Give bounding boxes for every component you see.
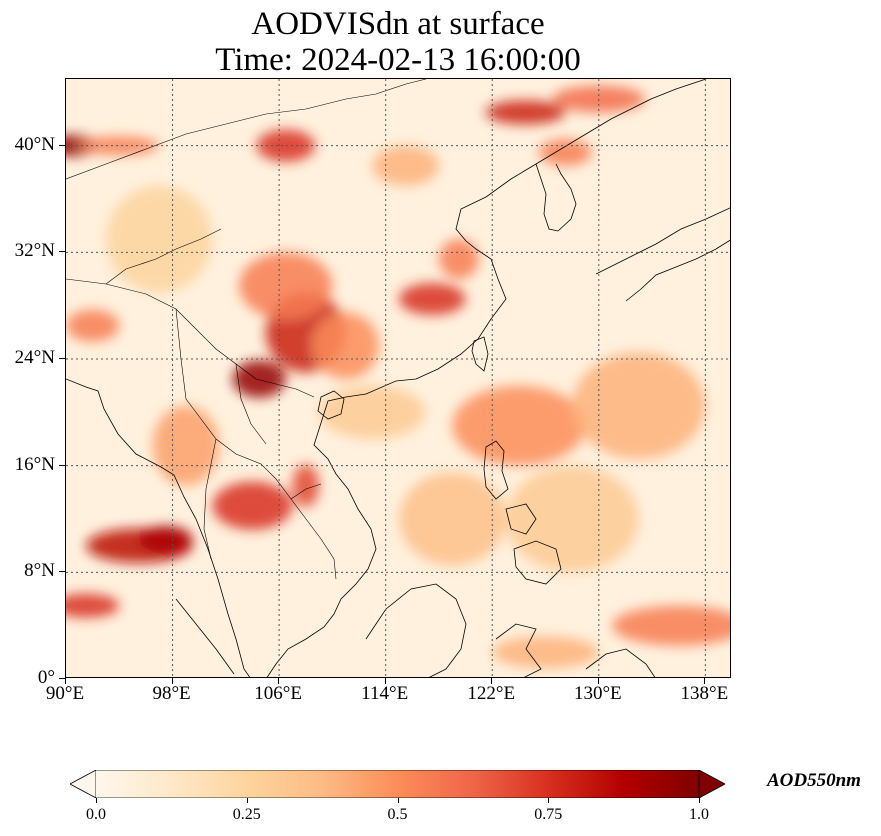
figure-title-line-2: Time: 2024-02-13 16:00:00 <box>215 42 581 78</box>
lat-tick-mark <box>59 251 65 253</box>
coastline-borneo <box>365 583 467 677</box>
aod-hotspot <box>372 145 439 186</box>
coastline-korea <box>535 163 577 232</box>
coastline-luzon <box>483 440 509 500</box>
lon-tick-label: 138°E <box>680 683 729 704</box>
lon-tick-mark <box>704 678 706 684</box>
aod-hotspot <box>212 481 293 530</box>
aod-hotspot <box>312 312 380 379</box>
colorbar-tick-mark <box>699 798 700 803</box>
coastline-mindanao <box>513 540 562 585</box>
aod-field-layer <box>66 85 730 669</box>
aod-hotspot <box>319 385 426 440</box>
gridlines-layer <box>66 79 730 677</box>
aod-hotspot <box>399 472 506 566</box>
aod-hotspot <box>66 593 120 618</box>
lon-tick-label: 98°E <box>152 683 191 704</box>
lon-tick-label: 114°E <box>361 683 409 704</box>
colorbar-tick-mark <box>548 798 550 803</box>
lon-tick-mark <box>278 678 280 684</box>
aod-hotspot <box>105 185 213 293</box>
lon-tick-label: 130°E <box>573 683 622 704</box>
aod-hotspot <box>505 465 639 573</box>
coastline-taiwan <box>471 336 489 372</box>
aod-hotspot <box>572 352 706 459</box>
coastline-sumatra <box>175 598 235 675</box>
aod-map <box>66 79 730 677</box>
lat-tick-label: 0° <box>37 667 55 688</box>
aod-hotspot <box>552 85 646 113</box>
lat-tick-mark <box>59 358 65 359</box>
aod-hotspot <box>612 605 730 646</box>
coastline-layer <box>66 79 730 677</box>
colorbar-tick-mark <box>246 798 248 803</box>
aod-hotspot <box>452 385 586 466</box>
coastline-japan <box>595 207 730 302</box>
lat-tick-mark <box>59 144 65 146</box>
aod-hotspot <box>66 309 120 342</box>
map-panel <box>65 78 731 678</box>
colorbar-tick-label: 0.75 <box>534 806 563 823</box>
lat-tick-mark <box>59 571 65 573</box>
lon-tick-mark <box>384 678 386 684</box>
colorbar-tick-mark <box>96 798 97 803</box>
aod-hotspot <box>538 139 593 166</box>
lon-tick-label: 122°E <box>467 683 516 704</box>
colorbar-tick-label: 1.0 <box>689 806 709 823</box>
figure-title-line-1: AODVISdn at surface <box>251 6 545 42</box>
coastline-hainan <box>317 390 345 420</box>
lon-tick-label: 106°E <box>254 683 302 704</box>
aod-hotspot <box>232 360 286 398</box>
lat-tick-label: 8°N <box>24 560 55 582</box>
colorbar-tick-label: 0.5 <box>387 806 408 823</box>
lon-tick-label: 90°E <box>45 683 85 704</box>
aod-hotspot <box>139 525 193 553</box>
lat-tick-label: 16°N <box>14 453 55 475</box>
aod-hotspot <box>292 464 320 507</box>
coastline-sulawesi <box>495 623 542 677</box>
colorbar-extend-high <box>698 770 725 798</box>
lon-tick-mark <box>597 678 599 684</box>
aod-hotspot <box>256 129 316 162</box>
coastline-newguinea <box>585 648 656 677</box>
aod-hotspot <box>438 239 479 279</box>
coastline-visayas <box>505 503 537 535</box>
colorbar-label: AOD550nm <box>767 770 861 791</box>
colorbar-tick-label: 0.0 <box>86 806 106 823</box>
lat-tick-label: 24°N <box>14 347 55 368</box>
lon-tick-mark <box>171 678 173 684</box>
aod-hotspot <box>492 636 599 669</box>
colorbar-gradient <box>96 770 699 798</box>
aod-hotspot <box>399 283 466 315</box>
aod-hotspot <box>485 100 566 125</box>
colorbar-tick-mark <box>397 798 399 803</box>
border-lines <box>66 79 427 580</box>
aod-hotspot <box>239 252 333 319</box>
aod-hotspot <box>79 136 160 155</box>
colorbar <box>70 770 725 798</box>
colorbar-extend-low <box>70 770 97 798</box>
colorbar-tick-label: 0.25 <box>232 806 261 823</box>
lat-tick-mark <box>59 464 65 466</box>
lat-tick-mark <box>59 678 65 679</box>
lon-tick-mark <box>65 678 66 684</box>
lat-tick-label: 32°N <box>14 240 55 262</box>
lon-tick-mark <box>491 678 493 684</box>
coastline-mainland <box>66 79 707 677</box>
lat-tick-label: 40°N <box>14 133 55 155</box>
